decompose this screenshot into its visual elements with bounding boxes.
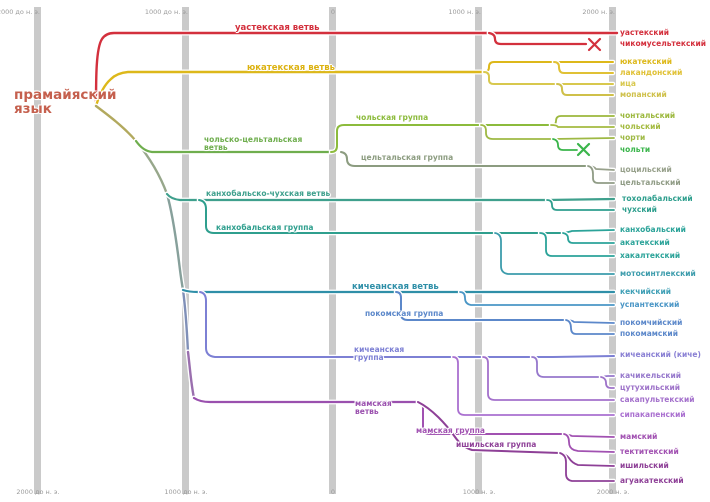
branch-label-cholan: чольская группа	[356, 113, 429, 122]
leaf-chontal: чонтальский	[620, 111, 676, 120]
branch-label-huastecan: уастекская ветвь	[235, 23, 320, 33]
extinct-cross-cholti	[575, 141, 592, 158]
leaf-jakaltek: хакалтекский	[620, 251, 681, 260]
leaf-tojolabal: тохолабальский	[622, 194, 693, 203]
leaf-mopan: мопанский	[620, 90, 667, 99]
leaf-akatek: акатекский	[620, 238, 670, 247]
branch-label-mamean: мамская ветвь	[355, 399, 392, 417]
leaf-yucatec: юкатекский	[620, 57, 673, 66]
leaf-kaqchikel: качикельский	[620, 371, 682, 380]
leaf-tzotzil: цоцильский	[620, 165, 672, 174]
timeline-tick-bottom-1: 1000 до н. э.	[164, 488, 208, 496]
leaf-poqomam: покомамский	[620, 329, 678, 338]
leaf-tzeltal: цельтальский	[620, 178, 681, 187]
timeline-bar	[329, 7, 336, 494]
branch-label-quichean: кичеанская ветвь	[352, 282, 439, 292]
leaf-mocho: мотосинтлекский	[620, 269, 696, 278]
leaf-lacandon: лакандонский	[620, 68, 683, 77]
leaf-chorti: чорти	[620, 133, 646, 142]
leaf-mam: мамский	[620, 432, 658, 441]
timeline-tick-bottom-4: 2000 н. э.	[596, 488, 630, 496]
branch-label-cholan-tzeltalan: чольско-цельтальская ветвь	[204, 135, 303, 153]
leaf-chol: чольский	[620, 122, 661, 131]
timeline-tick-top-3: 1000 н. э.	[448, 8, 481, 16]
leaf-tzutujil: цутухильский	[620, 383, 681, 392]
leaf-kiche: кичеанский (киче)	[620, 350, 701, 359]
leaf-tektitek: тектитекский	[620, 447, 679, 456]
branch-label-tzeltalan: цельтальская группа	[361, 153, 454, 162]
leaf-huastec: уастекский	[620, 28, 669, 37]
branch-label-qanjobalan: канхобальская группа	[216, 223, 314, 232]
timeline-bar	[609, 7, 616, 494]
extinct-cross-chicomuceltec	[586, 36, 603, 53]
leaf-qanjobal: канхобальский	[620, 225, 686, 234]
root-proto-mayan-label: прамайяский язык	[14, 87, 117, 118]
timeline-tick-top-1: 1000 до н. э.	[144, 8, 188, 16]
branch-label-mam-group: мамская группа	[416, 426, 485, 435]
leaf-awakatek: агуакатекский	[620, 476, 684, 485]
branch-label-qanjobalan-chujean: канхобальско-чухская ветвь	[206, 189, 331, 198]
leaf-chuj: чухский	[622, 205, 657, 214]
timeline-tick-top-2: 0	[330, 8, 335, 16]
timeline-tick-bottom-2: 0	[330, 488, 336, 496]
timeline-tick-top-0: 2000 до н. э.	[0, 8, 40, 16]
leaf-poqomchi: покомчийский	[620, 318, 683, 327]
branch-label-quichean-proper: кичеанская группа	[354, 345, 405, 363]
leaf-cholti: чольти	[620, 145, 651, 154]
timeline-tick-bottom-3: 1000 н. э.	[462, 488, 496, 496]
branch-label-ixilean: ишильская группа	[456, 440, 537, 449]
tree-branch-lines	[93, 30, 620, 484]
timeline-bar	[475, 7, 482, 494]
leaf-qeqchi: кекчийский	[620, 287, 671, 296]
leaf-uspantek: успантекский	[620, 300, 680, 309]
timeline-bar	[34, 7, 41, 494]
branch-label-yucatecan: юкатекская ветвь	[247, 63, 336, 73]
leaf-sipakapense: сипакапенский	[620, 410, 686, 419]
timeline-tick-top-4: 2000 н. э.	[582, 8, 615, 16]
branch-label-poqom: покомская группа	[365, 309, 444, 318]
leaf-ixil: ишильский	[620, 461, 669, 470]
timeline-bar	[182, 7, 189, 494]
leaf-chicomuceltec: чикомусельтекский	[620, 39, 707, 48]
leaf-itza: ица	[620, 79, 636, 88]
leaf-sakapultek: сакапультекский	[620, 395, 695, 404]
timeline-tick-bottom-0: 2000 до н. э.	[16, 488, 60, 496]
timeline-bars	[34, 7, 616, 494]
